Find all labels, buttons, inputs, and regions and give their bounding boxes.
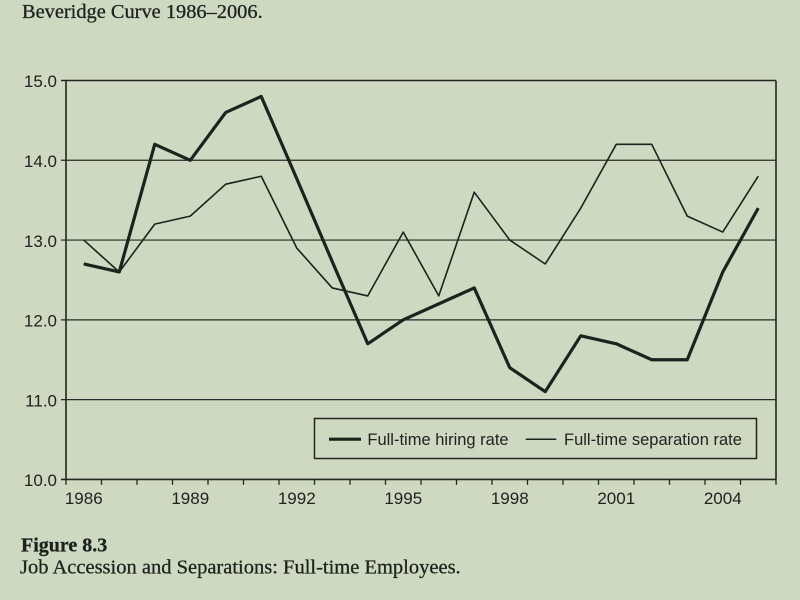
svg-text:13.0: 13.0 — [24, 232, 57, 251]
svg-text:12.0: 12.0 — [24, 312, 57, 331]
svg-text:1998: 1998 — [491, 489, 529, 508]
svg-text:1995: 1995 — [384, 489, 422, 508]
svg-text:Beveridge Curve 1986–2006.: Beveridge Curve 1986–2006. — [22, 1, 263, 23]
svg-text:10.0: 10.0 — [24, 471, 57, 490]
svg-text:14.0: 14.0 — [24, 152, 57, 171]
svg-text:15.0: 15.0 — [24, 72, 57, 91]
svg-text:11.0: 11.0 — [25, 391, 57, 410]
svg-text:2004: 2004 — [704, 489, 742, 508]
svg-text:Figure 8.3: Figure 8.3 — [21, 535, 107, 557]
svg-text:2001: 2001 — [597, 489, 635, 508]
svg-text:1989: 1989 — [171, 489, 209, 508]
svg-text:1986: 1986 — [65, 489, 103, 508]
svg-text:Full-time hiring rate: Full-time hiring rate — [367, 431, 508, 449]
svg-text:Full-time separation rate: Full-time separation rate — [564, 431, 742, 449]
svg-text:Job Accession and Separations:: Job Accession and Separations: Full-time… — [20, 557, 461, 579]
svg-text:1992: 1992 — [278, 489, 316, 508]
